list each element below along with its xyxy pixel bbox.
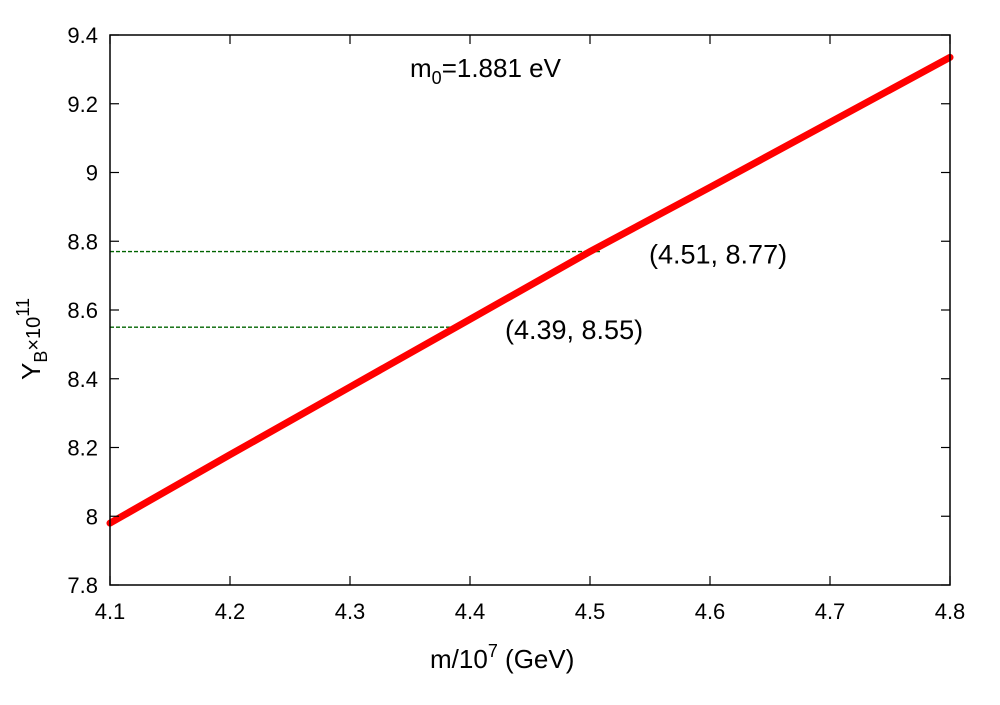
point-annotation: (4.51, 8.77)	[649, 240, 787, 270]
tick-layer: 4.1 4.2 4.3 4.4 4.5 4.6 4.7 4.8 7.8 8 8.2 8.4 8.6 8.8…	[67, 23, 965, 624]
y-tick-label: 8.8	[67, 229, 98, 254]
x-tick-label: 4.3	[335, 599, 366, 624]
y-axis-label: YB×1011	[13, 298, 51, 380]
note-label: m0=1.881 eV	[410, 53, 562, 88]
x-tick-label: 4.7	[815, 599, 846, 624]
y-tick-label: 8.6	[67, 298, 98, 323]
x-tick-label: 4.8	[935, 599, 966, 624]
series-line-0	[106, 53, 954, 527]
x-tick-label: 4.4	[455, 599, 486, 624]
y-tick-label: 7.8	[67, 573, 98, 598]
y-tick-label: 9.2	[67, 92, 98, 117]
x-tick-label: 4.6	[695, 599, 726, 624]
x-tick-label: 4.2	[215, 599, 246, 624]
x-tick-label: 4.5	[575, 599, 606, 624]
reference-lines	[110, 250, 602, 328]
y-tick-label: 9.4	[67, 23, 98, 48]
y-tick-label: 8	[86, 504, 98, 529]
y-tick-label: 9	[86, 161, 98, 186]
series-layer	[106, 53, 954, 527]
x-axis-label: m/107 (GeV)	[430, 641, 574, 674]
y-tick-label: 8.2	[67, 436, 98, 461]
annotation-layer: (4.51, 8.77) (4.39, 8.55)	[505, 240, 787, 346]
y-tick-label: 8.4	[67, 367, 98, 392]
point-annotation: (4.39, 8.55)	[505, 315, 643, 345]
x-tick-label: 4.1	[95, 599, 126, 624]
plot-frame	[109, 34, 951, 586]
